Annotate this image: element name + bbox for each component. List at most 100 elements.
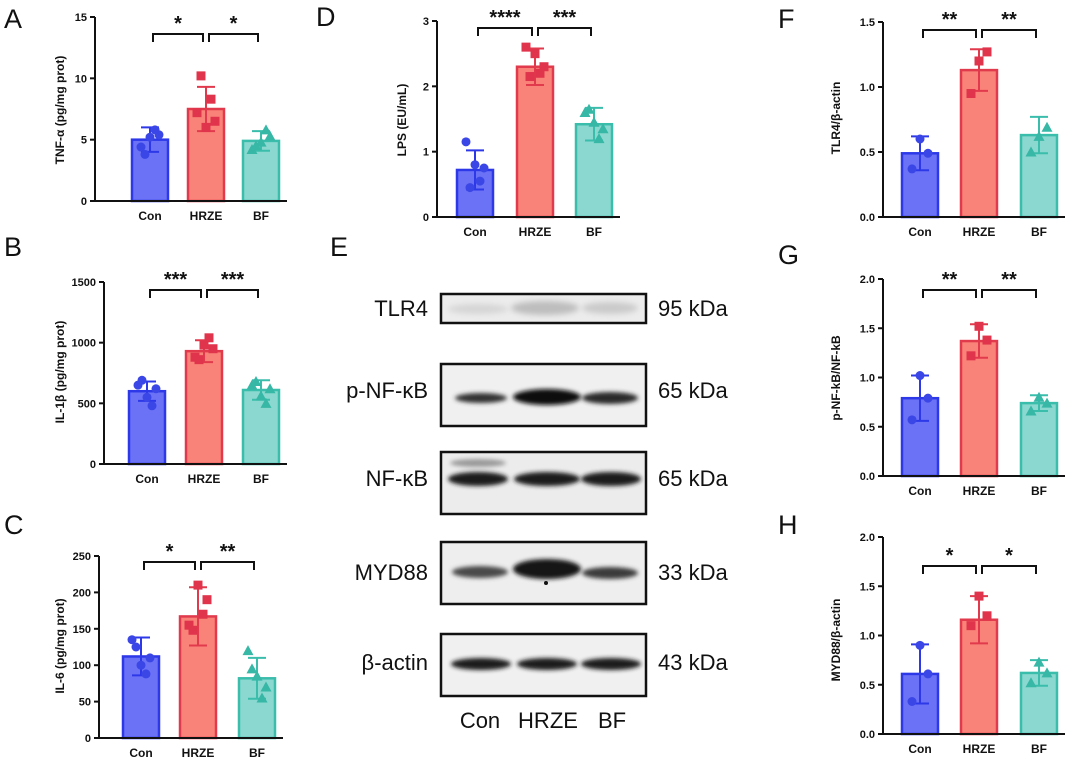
y-tick-label: 1.5 — [860, 323, 875, 335]
data-point — [141, 669, 151, 679]
y-tick-label: 50 — [79, 697, 91, 709]
blot-strip — [439, 292, 648, 325]
data-point — [194, 355, 204, 365]
data-point — [966, 351, 976, 361]
data-point — [206, 94, 216, 104]
data-point — [597, 123, 609, 134]
data-point — [923, 148, 933, 158]
data-point — [461, 137, 471, 147]
x-tick-label: Con — [138, 209, 161, 223]
data-point — [147, 401, 157, 411]
data-point — [974, 56, 984, 66]
x-tick-label: Con — [463, 225, 486, 239]
significance-label: ** — [1001, 9, 1017, 31]
significance-bracket — [152, 33, 204, 42]
panel-letter-h: H — [778, 510, 798, 540]
data-point — [966, 89, 976, 98]
y-tick-label: 100 — [73, 660, 91, 672]
data-point — [915, 640, 925, 650]
x-tick-label: HRZE — [182, 746, 215, 760]
y-tick-label: 2.0 — [860, 532, 875, 544]
significance-bracket — [537, 27, 592, 36]
y-axis-title-h: MYD88/β-actin — [829, 599, 843, 682]
y-tick-label: 0 — [85, 733, 91, 745]
significance-label: * — [166, 541, 174, 563]
y-tick-label: 1.5 — [860, 17, 875, 29]
significance-label: * — [1005, 545, 1013, 567]
data-point — [470, 160, 480, 170]
significance-bracket — [206, 289, 259, 298]
y-axis-title-c: IL-6 (pg/mg prot) — [53, 598, 67, 693]
significance-label: * — [230, 13, 238, 35]
data-point — [923, 393, 933, 403]
data-point — [140, 149, 150, 159]
significance-bracket — [143, 561, 196, 570]
y-tick-label: 0.0 — [860, 471, 875, 483]
wb-size-label: 65 kDa — [658, 466, 728, 491]
data-point — [136, 660, 146, 670]
y-tick-label: 250 — [73, 551, 91, 563]
data-point — [196, 71, 206, 81]
y-axis-title-f: TLR4/β-actin — [829, 82, 843, 155]
data-point — [974, 591, 984, 601]
bar — [515, 65, 555, 219]
significance-label: * — [174, 13, 182, 35]
significance-label: **** — [489, 7, 520, 29]
panel-letter-g: G — [778, 240, 799, 270]
blot-band — [581, 658, 641, 670]
wb-protein-label: NF-κB — [366, 466, 428, 491]
wb-protein-label: TLR4 — [374, 296, 428, 321]
wb-lane-label: HRZE — [518, 708, 578, 733]
chart-p-nf-kb: 0.0 0.5 1.0 1.5 2.0 Con HRZE BF ** ** — [860, 269, 1065, 498]
y-axis-title-g: p-NF-kB/NF-kB — [829, 335, 843, 421]
blot-band — [514, 472, 580, 486]
data-point — [982, 47, 992, 57]
blot-band — [450, 459, 506, 467]
data-point — [475, 176, 485, 186]
y-tick-label: 1500 — [72, 277, 96, 289]
blot-strip — [439, 540, 648, 606]
data-point — [208, 344, 218, 354]
data-point — [242, 645, 254, 656]
panel-letter-b: B — [4, 232, 22, 262]
blot-band — [511, 301, 579, 315]
bar — [127, 389, 167, 466]
y-tick-label: 0 — [81, 196, 87, 208]
y-tick-label: 1.0 — [860, 373, 875, 385]
blot-band — [582, 567, 638, 579]
significance-bracket — [981, 565, 1037, 574]
y-tick-label: 1.0 — [860, 82, 875, 94]
data-point — [1025, 146, 1037, 157]
significance-bracket — [981, 29, 1037, 38]
data-point — [250, 375, 262, 386]
x-tick-label: BF — [253, 472, 269, 486]
wb-lane-label: BF — [598, 708, 626, 733]
data-point — [136, 142, 146, 152]
data-point — [982, 611, 992, 621]
data-point — [974, 321, 984, 331]
data-point — [583, 103, 595, 114]
y-axis-title-a: TNF-α (pg/mg prot) — [53, 56, 67, 165]
y-axis-title-d: LPS (EU/mL) — [395, 84, 409, 157]
data-point — [1033, 391, 1045, 402]
blot-band — [513, 389, 581, 405]
data-point — [145, 653, 155, 663]
x-tick-label: HRZE — [190, 209, 223, 223]
data-point — [1033, 130, 1045, 141]
y-tick-label: 0.5 — [860, 422, 875, 434]
data-point — [465, 183, 475, 193]
data-point — [588, 116, 600, 127]
significance-label: *** — [553, 7, 577, 29]
x-tick-label: Con — [135, 472, 158, 486]
data-point — [142, 392, 152, 402]
x-tick-label: HRZE — [963, 484, 996, 498]
data-point — [907, 164, 917, 174]
wb-size-label: 43 kDa — [658, 650, 728, 675]
blot-band — [513, 559, 581, 579]
significance-bracket — [200, 561, 255, 570]
y-tick-label: 2.0 — [860, 274, 875, 286]
data-point — [1041, 667, 1053, 678]
significance-label: ** — [942, 9, 958, 31]
chart-tnf-alpha: 0 5 10 15 Con HRZE BF * * — [75, 12, 287, 223]
wb-protein-label: β-actin — [362, 650, 428, 675]
